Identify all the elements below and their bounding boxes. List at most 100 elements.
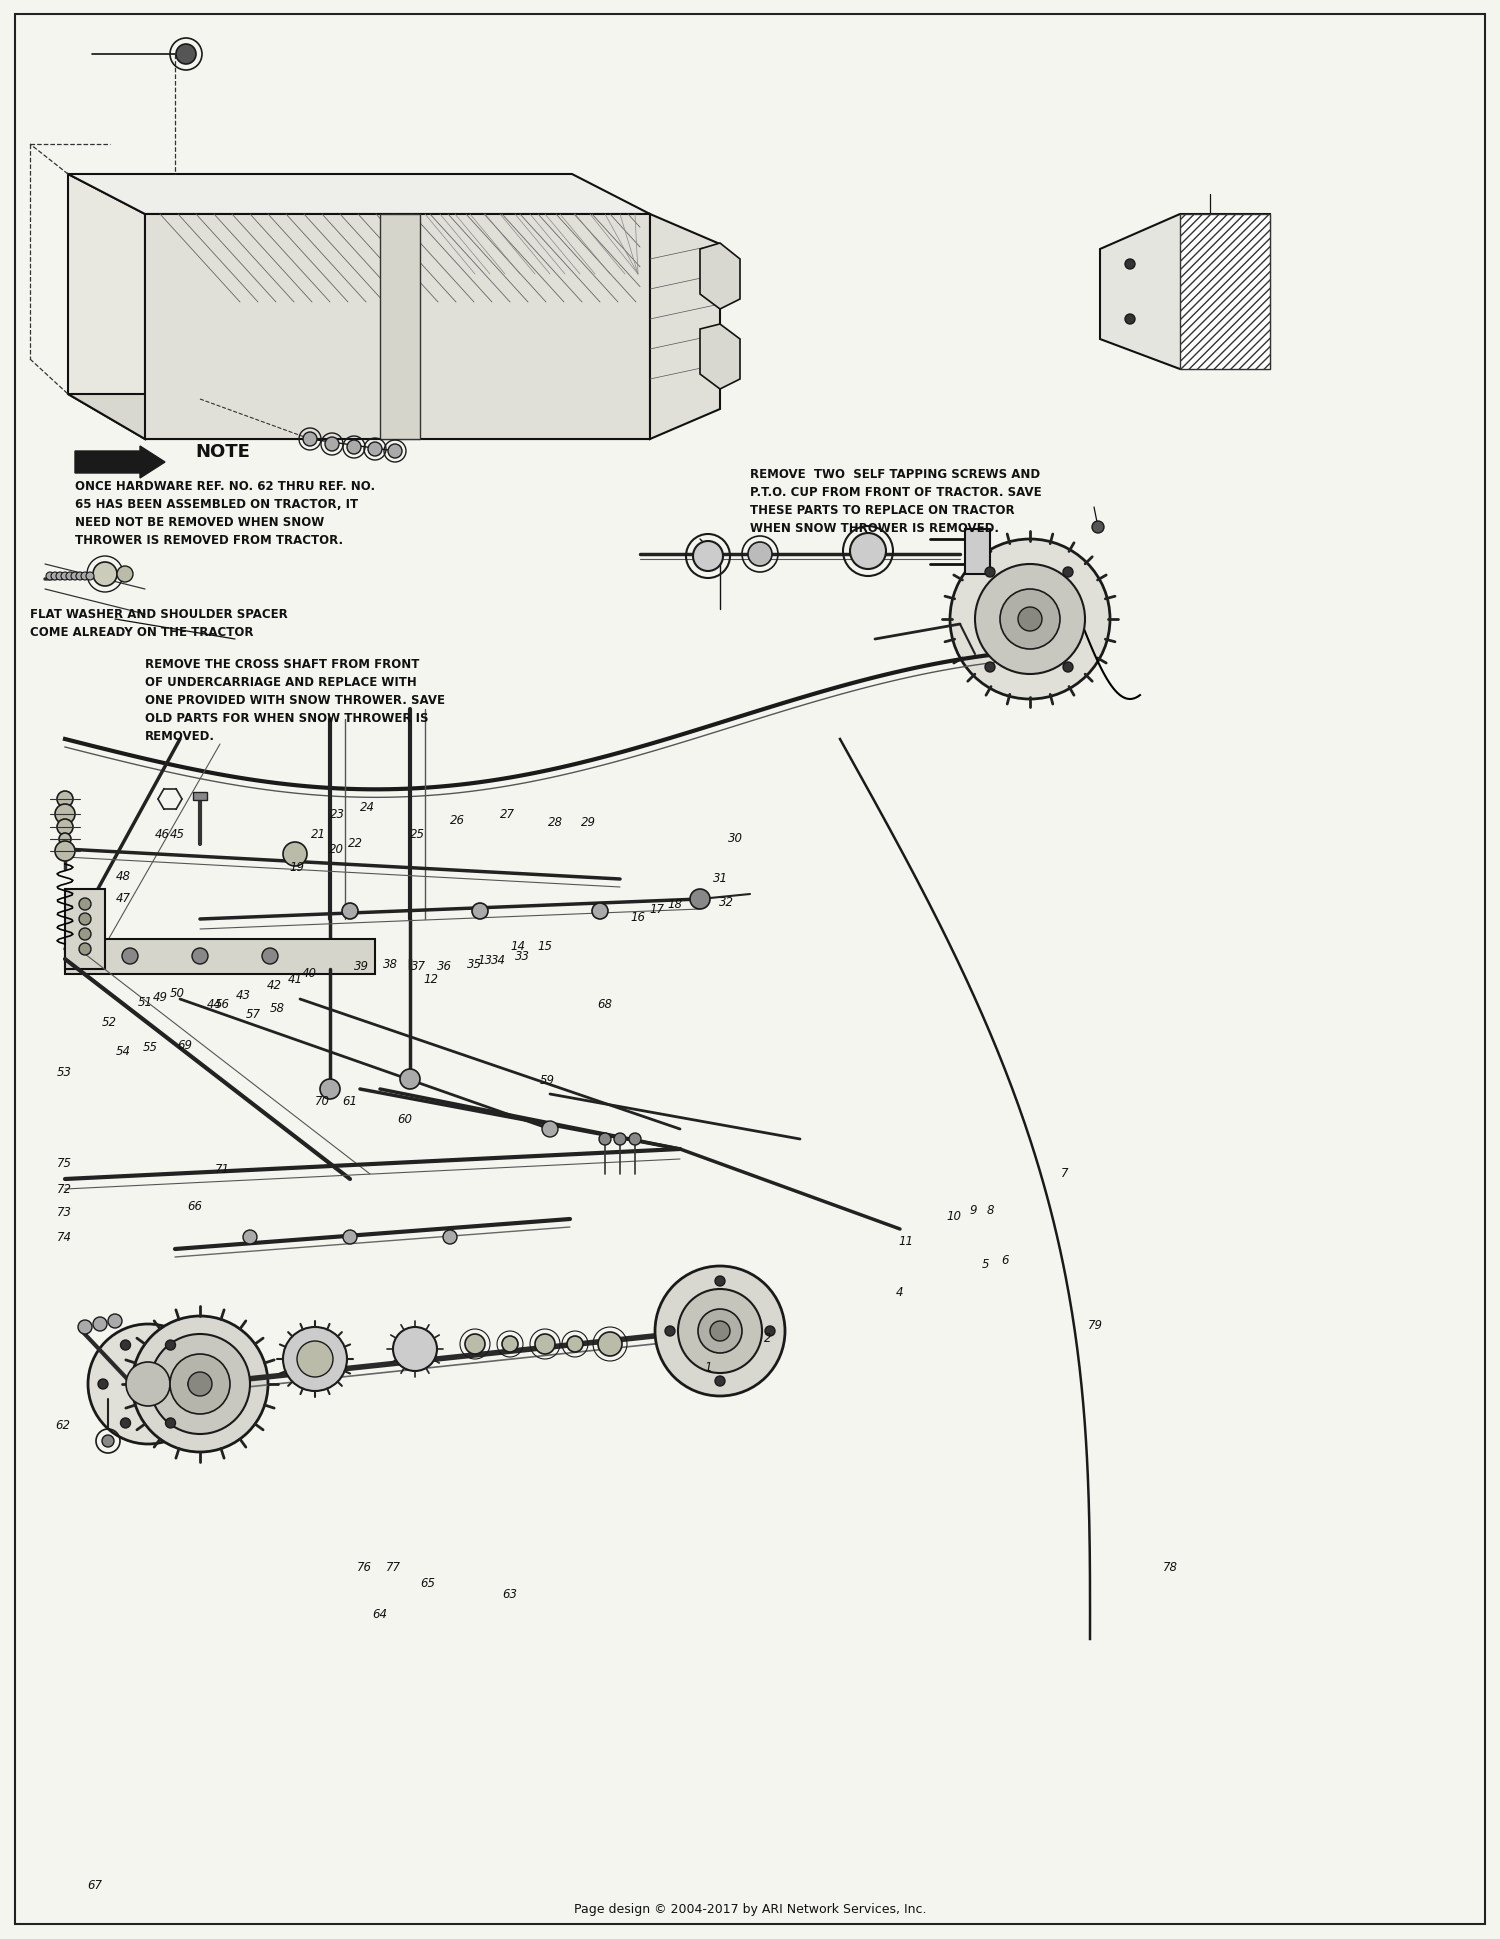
Text: 20: 20 (328, 843, 344, 855)
Circle shape (592, 904, 608, 919)
Circle shape (284, 1328, 346, 1392)
Circle shape (80, 944, 92, 956)
Circle shape (342, 904, 358, 919)
Text: 27: 27 (500, 809, 514, 820)
Circle shape (98, 1379, 108, 1388)
Text: 43: 43 (236, 989, 250, 1001)
Text: 54: 54 (116, 1045, 130, 1057)
FancyArrow shape (75, 446, 165, 479)
Circle shape (344, 1231, 357, 1245)
Text: 57: 57 (246, 1008, 261, 1020)
Text: 16: 16 (630, 911, 645, 923)
Circle shape (57, 791, 74, 807)
Text: 13: 13 (477, 954, 492, 966)
Text: 11: 11 (898, 1235, 914, 1247)
Circle shape (693, 541, 723, 572)
Text: 77: 77 (386, 1561, 400, 1573)
Text: 41: 41 (288, 973, 303, 985)
Text: 45: 45 (170, 828, 184, 840)
Circle shape (388, 444, 402, 460)
Circle shape (303, 432, 316, 446)
Text: 6: 6 (1002, 1255, 1010, 1266)
Circle shape (850, 533, 886, 570)
Circle shape (192, 948, 208, 964)
Circle shape (80, 929, 92, 940)
Text: 56: 56 (214, 999, 230, 1010)
Circle shape (117, 566, 134, 584)
Circle shape (126, 1363, 170, 1406)
Text: FLAT WASHER AND SHOULDER SPACER
COME ALREADY ON THE TRACTOR: FLAT WASHER AND SHOULDER SPACER COME ALR… (30, 607, 288, 638)
Bar (986, 564, 1076, 675)
Text: 34: 34 (490, 954, 506, 966)
Circle shape (81, 572, 88, 580)
Text: 7: 7 (1062, 1167, 1068, 1179)
Text: 59: 59 (540, 1074, 555, 1086)
Text: 49: 49 (153, 991, 168, 1002)
Text: 17: 17 (650, 904, 664, 915)
Circle shape (320, 1080, 340, 1099)
Circle shape (326, 438, 339, 452)
Polygon shape (68, 396, 650, 440)
Text: 42: 42 (267, 979, 282, 991)
Circle shape (70, 572, 80, 580)
Bar (194, 793, 207, 801)
Bar (64, 890, 105, 970)
Text: 33: 33 (514, 950, 529, 962)
Circle shape (1000, 589, 1060, 650)
Text: 72: 72 (57, 1183, 72, 1194)
Circle shape (598, 1332, 622, 1355)
Circle shape (710, 1320, 730, 1342)
Circle shape (748, 543, 772, 566)
Text: Page design © 2004-2017 by ARI Network Services, Inc.: Page design © 2004-2017 by ARI Network S… (573, 1902, 926, 1916)
Circle shape (170, 1353, 230, 1414)
Text: 74: 74 (57, 1231, 72, 1243)
Circle shape (88, 1324, 209, 1445)
Circle shape (664, 1326, 675, 1336)
Circle shape (465, 1334, 484, 1353)
Text: REMOVE  TWO  SELF TAPPING SCREWS AND
P.T.O. CUP FROM FRONT OF TRACTOR. SAVE
THES: REMOVE TWO SELF TAPPING SCREWS AND P.T.O… (750, 467, 1041, 535)
Text: 50: 50 (170, 987, 184, 999)
Circle shape (678, 1289, 762, 1373)
Circle shape (51, 572, 58, 580)
Text: 53: 53 (57, 1066, 72, 1078)
Text: 14: 14 (510, 940, 525, 952)
Polygon shape (1100, 215, 1270, 370)
Circle shape (93, 1317, 106, 1332)
Circle shape (950, 539, 1110, 700)
Circle shape (80, 898, 92, 911)
Circle shape (1064, 663, 1072, 673)
Circle shape (698, 1309, 742, 1353)
Circle shape (102, 1435, 114, 1446)
Circle shape (542, 1121, 558, 1138)
Circle shape (188, 1379, 198, 1388)
Circle shape (536, 1334, 555, 1353)
Text: 10: 10 (946, 1210, 962, 1222)
Circle shape (122, 948, 138, 964)
Text: 46: 46 (154, 828, 170, 840)
Text: 22: 22 (348, 838, 363, 849)
Text: 25: 25 (410, 828, 424, 840)
Text: 48: 48 (116, 871, 130, 882)
Circle shape (986, 568, 994, 578)
Circle shape (567, 1336, 584, 1351)
Circle shape (150, 1334, 250, 1435)
Circle shape (472, 904, 488, 919)
Text: 65: 65 (420, 1576, 435, 1588)
Polygon shape (700, 326, 740, 390)
Text: 51: 51 (138, 997, 153, 1008)
Circle shape (1092, 522, 1104, 533)
Text: 9: 9 (969, 1204, 978, 1216)
Text: 61: 61 (342, 1096, 357, 1107)
Text: 31: 31 (712, 873, 728, 884)
Circle shape (78, 1320, 92, 1334)
Circle shape (628, 1134, 640, 1146)
Text: 15: 15 (537, 940, 552, 952)
Circle shape (108, 1315, 122, 1328)
Text: 58: 58 (270, 1002, 285, 1014)
Circle shape (93, 562, 117, 588)
Circle shape (765, 1326, 776, 1336)
Circle shape (57, 820, 74, 836)
Text: 26: 26 (450, 814, 465, 826)
Text: 38: 38 (382, 958, 398, 970)
Circle shape (120, 1340, 130, 1350)
